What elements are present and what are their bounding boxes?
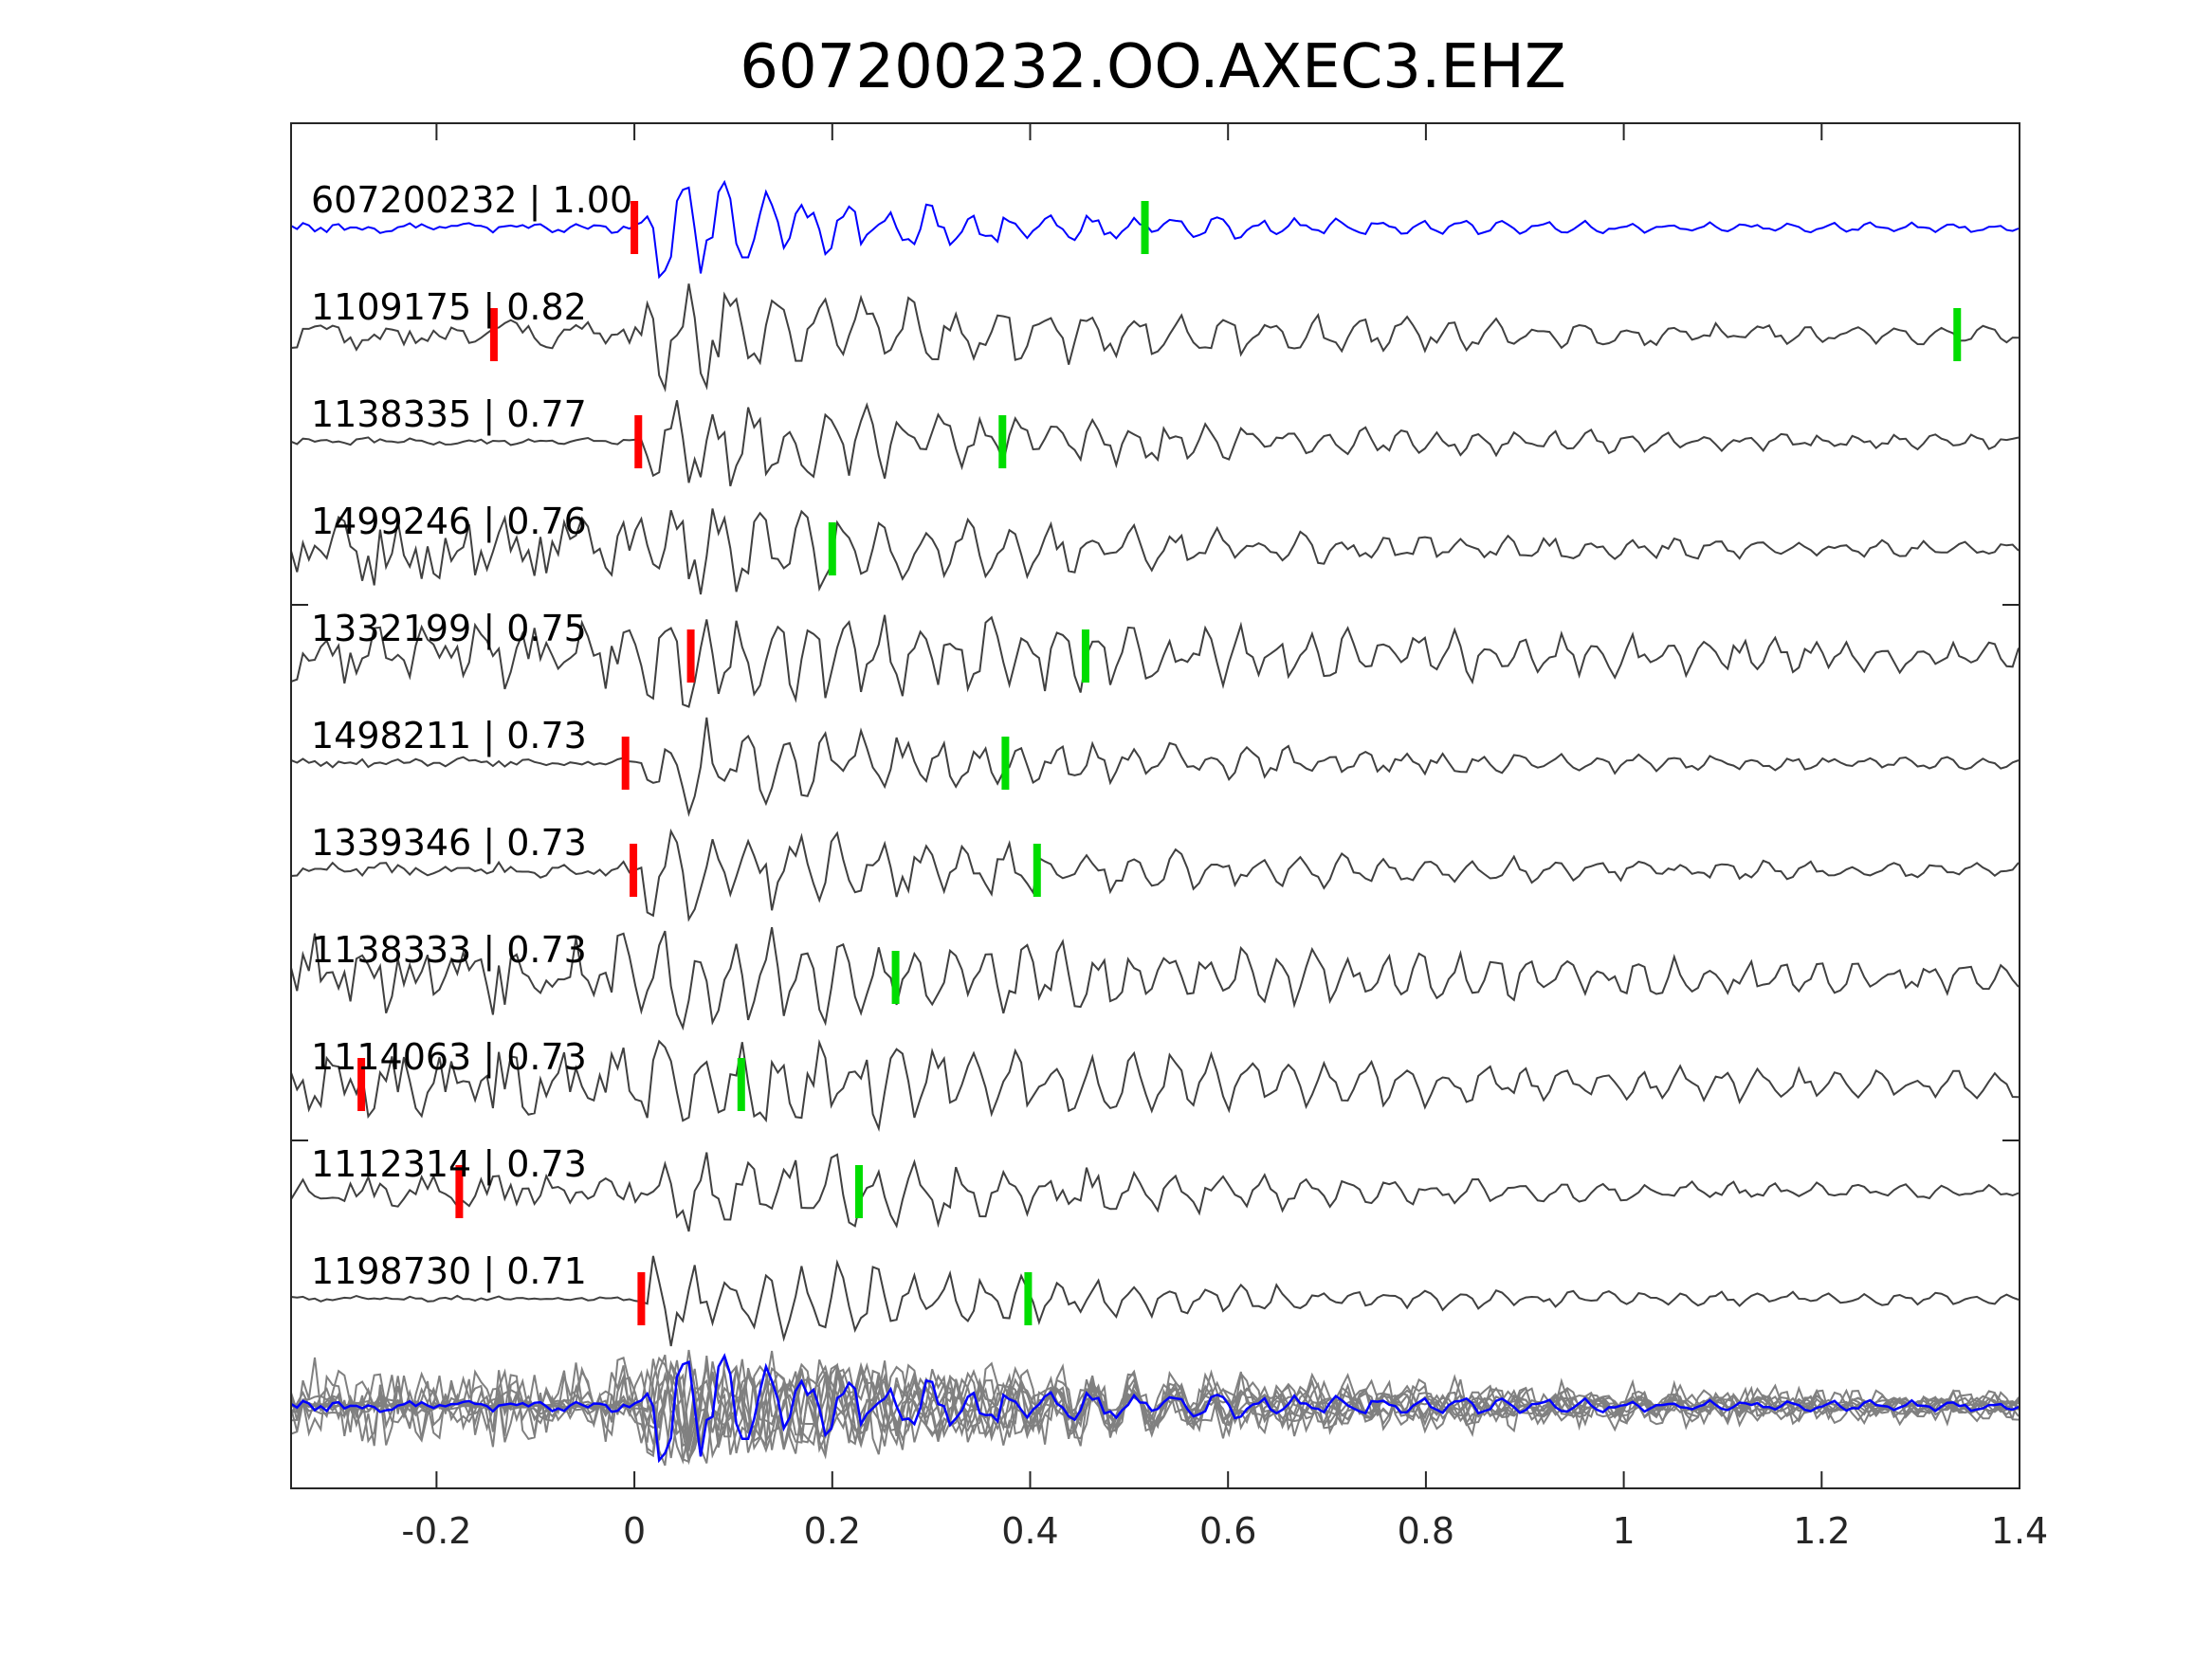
s-pick-marker <box>1081 629 1089 683</box>
waveform-1198730 <box>290 1255 2020 1347</box>
p-pick-marker <box>631 201 639 254</box>
stack-template-waveform <box>290 1353 2020 1464</box>
s-pick-marker <box>1141 201 1149 254</box>
s-pick-marker <box>1953 308 1962 361</box>
p-pick-marker <box>357 1058 366 1111</box>
stack-waveform <box>290 1350 2020 1465</box>
chart-title: 607200232.OO.AXEC3.EHZ <box>740 32 1566 102</box>
x-tick-label: 0.8 <box>1398 1510 1454 1552</box>
waveform-1339346 <box>290 828 2020 922</box>
waveform-1138335 <box>290 400 2020 487</box>
s-pick-marker <box>737 1058 745 1111</box>
waveform-1498211 <box>290 717 2020 817</box>
p-pick-marker <box>686 629 695 683</box>
x-tick-label: -0.2 <box>401 1510 471 1552</box>
s-pick-marker <box>998 415 1007 468</box>
trace-label: 1332199 | 0.75 <box>311 608 587 650</box>
p-pick-marker <box>630 844 638 897</box>
s-pick-marker <box>1033 844 1041 897</box>
p-pick-marker <box>634 415 643 468</box>
stack-waveform <box>290 1356 2020 1455</box>
trace-label: 1138335 | 0.77 <box>311 393 587 436</box>
waveform-1138333 <box>290 927 2020 1031</box>
trace-label: 1339346 | 0.73 <box>311 822 587 865</box>
x-tick-label: 0.4 <box>1001 1510 1058 1552</box>
trace-label: 1112314 | 0.73 <box>311 1143 587 1186</box>
waveform-1114063 <box>290 1038 2020 1133</box>
p-pick-marker <box>637 1272 646 1325</box>
trace-label: 1138333 | 0.73 <box>311 929 587 972</box>
waveform-1112314 <box>290 1152 2020 1232</box>
s-pick-marker <box>854 1165 863 1218</box>
waveform-1332199 <box>290 614 2020 708</box>
s-pick-marker <box>1024 1272 1033 1325</box>
s-pick-marker <box>828 522 836 575</box>
x-tick-label: 1.4 <box>1991 1510 2048 1552</box>
p-pick-marker <box>455 1165 464 1218</box>
trace-label: 607200232 | 1.00 <box>311 179 632 222</box>
p-pick-marker <box>489 308 498 361</box>
x-tick-label: 0.6 <box>1199 1510 1256 1552</box>
s-pick-marker <box>1001 737 1010 790</box>
p-pick-marker <box>621 737 630 790</box>
trace-label: 1498211 | 0.73 <box>311 715 587 757</box>
axes-frame <box>290 122 2020 1489</box>
trace-label: 1499246 | 0.76 <box>311 501 587 543</box>
x-tick-label: 1.2 <box>1793 1510 1850 1552</box>
waveform-1109175 <box>290 283 2020 392</box>
x-tick-label: 0 <box>623 1510 646 1552</box>
x-axis: -0.2 0 0.2 0.4 0.6 0.8 1 1.2 1.4 <box>291 123 2048 1552</box>
x-tick-label: 1 <box>1613 1510 1636 1552</box>
trace-label: 1109175 | 0.82 <box>311 286 587 329</box>
plot-area: 607200232 | 1.00 1109175 | 0.82 1138335 | … <box>290 179 2020 1467</box>
waveform-607200232 <box>290 179 2020 280</box>
stack-waveform <box>290 1358 2020 1459</box>
trace-label: 1114063 | 0.73 <box>311 1036 587 1079</box>
x-tick-label: 0.2 <box>804 1510 861 1552</box>
stack-waveform <box>290 1362 2020 1450</box>
waveform-1499246 <box>290 508 2020 595</box>
trace-label: 1198730 | 0.71 <box>311 1250 587 1293</box>
s-pick-marker <box>891 951 900 1004</box>
